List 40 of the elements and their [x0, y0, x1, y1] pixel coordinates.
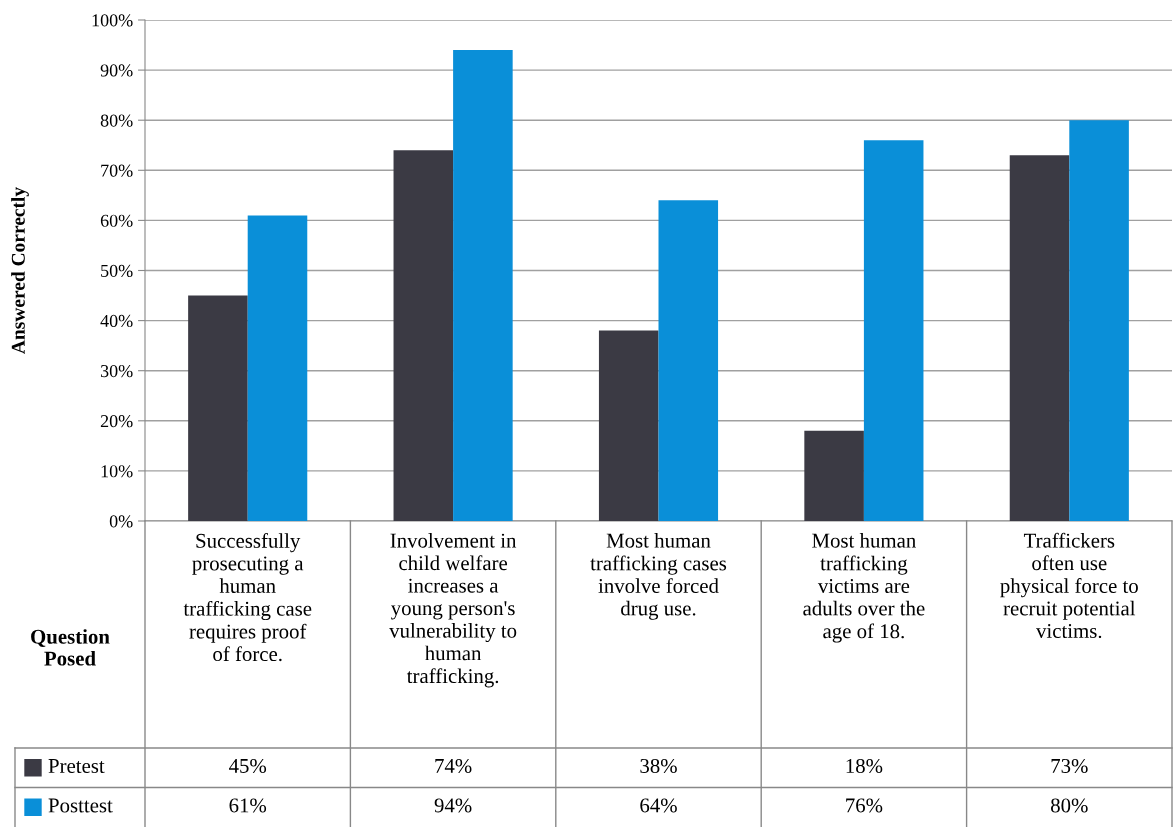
- y-tick-label: 70%: [101, 164, 133, 177]
- data-label: 38%: [640, 758, 677, 774]
- x-tick-label: Traffickers often use physical force to recruit potential victims.: [1000, 532, 1138, 639]
- bar: [247, 215, 308, 521]
- y-tick-label: 100%: [92, 14, 133, 27]
- y-tick-label: 90%: [100, 64, 133, 77]
- data-label: 61%: [229, 798, 267, 813]
- data-label: 45%: [229, 758, 267, 774]
- bar: [393, 150, 454, 521]
- y-tick-label: 60%: [100, 214, 133, 227]
- bar: [804, 430, 864, 521]
- data-label: 74%: [435, 758, 472, 774]
- y-tick-label: 40%: [100, 314, 133, 328]
- x-tick-label: Most human trafficking victims are adults over the age of 18.: [803, 533, 925, 643]
- data-label: 80%: [1051, 798, 1088, 813]
- y-tick-label: 10%: [101, 465, 133, 478]
- data-label: 94%: [434, 798, 472, 813]
- x-axis-title: Question Posed: [31, 629, 110, 666]
- bar: [658, 200, 719, 521]
- bar: [453, 50, 513, 521]
- data-label: 64%: [640, 798, 677, 813]
- y-axis-title: Answered Correctly: [11, 187, 29, 354]
- y-tick-label: 20%: [100, 415, 133, 428]
- data-label: 73%: [1051, 758, 1088, 774]
- y-tick-label: 50%: [101, 264, 133, 277]
- bar: [863, 140, 924, 521]
- y-tick-label: 30%: [100, 364, 133, 378]
- y-tick-label: 0%: [109, 515, 133, 528]
- x-tick-label: Involvement in child welfare increases a young person's vulnerability to human trafficking.: [389, 533, 517, 688]
- bar: [598, 330, 659, 521]
- y-tick-label: 80%: [100, 114, 133, 127]
- bar: [1069, 120, 1129, 521]
- bar: [1009, 155, 1070, 521]
- legend-label: Pretest: [48, 759, 105, 773]
- data-label: 76%: [846, 798, 883, 813]
- bar: [188, 295, 248, 521]
- legend-label: Posttest: [48, 798, 113, 813]
- data-label: 18%: [846, 758, 883, 774]
- x-tick-label: Most human trafficking cases involve forced drug use.: [590, 533, 727, 620]
- x-tick-label: Successfully prosecuting a human trafficking case requires proof of force.: [183, 533, 312, 662]
